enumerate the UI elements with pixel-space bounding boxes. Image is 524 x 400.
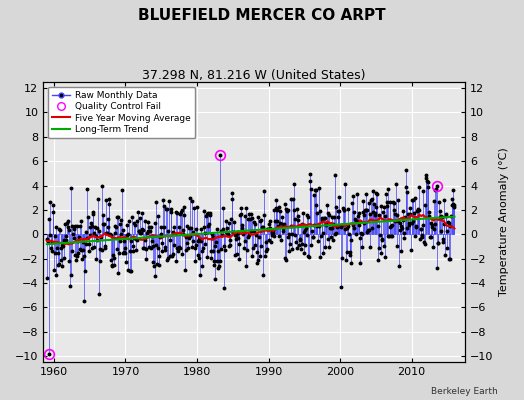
Text: Berkeley Earth: Berkeley Earth [431, 387, 498, 396]
Legend: Raw Monthly Data, Quality Control Fail, Five Year Moving Average, Long-Term Tren: Raw Monthly Data, Quality Control Fail, … [48, 86, 195, 138]
Text: BLUEFIELD MERCER CO ARPT: BLUEFIELD MERCER CO ARPT [138, 8, 386, 23]
Y-axis label: Temperature Anomaly (°C): Temperature Anomaly (°C) [499, 148, 509, 296]
Title: 37.298 N, 81.216 W (United States): 37.298 N, 81.216 W (United States) [143, 69, 366, 82]
